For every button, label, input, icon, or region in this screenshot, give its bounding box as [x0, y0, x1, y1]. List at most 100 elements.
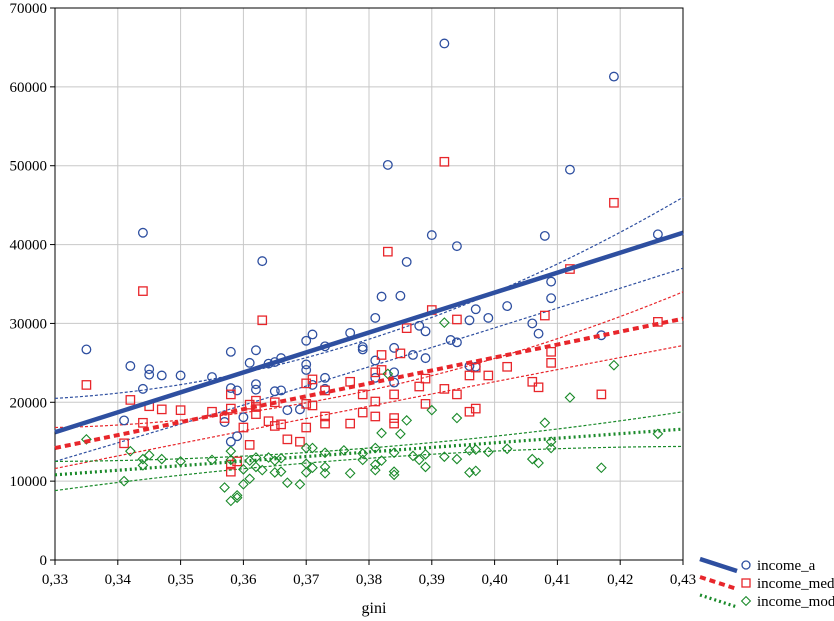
data-point-square — [225, 389, 236, 400]
y-tick-label: 20000 — [10, 395, 48, 411]
data-point-diamond — [319, 467, 331, 479]
data-point-diamond — [388, 469, 400, 481]
data-point-circle — [546, 293, 557, 304]
legend-line — [699, 556, 738, 574]
data-point-diamond — [608, 359, 620, 371]
x-axis-title: gini — [362, 600, 387, 617]
confidence-line — [54, 411, 684, 463]
data-point-square — [251, 409, 261, 419]
data-point-square — [376, 350, 387, 360]
data-point-diamond — [256, 464, 268, 476]
data-point-square — [527, 376, 538, 387]
x-tick-label: 0,33 — [42, 572, 68, 588]
data-point-circle — [276, 385, 287, 396]
legend-marker-circle — [741, 560, 751, 570]
data-point-circle — [232, 431, 243, 442]
data-point-diamond — [376, 427, 387, 439]
data-point-circle — [81, 344, 92, 355]
data-point-square — [395, 348, 406, 359]
data-point-circle — [307, 329, 318, 340]
data-points — [81, 38, 664, 507]
data-point-circle — [125, 361, 136, 371]
data-point-square — [301, 399, 312, 409]
data-point-diamond — [407, 450, 419, 462]
data-point-square — [125, 395, 136, 405]
data-point-diamond — [319, 461, 331, 473]
data-point-square — [401, 323, 412, 334]
data-point-diamond — [395, 428, 406, 440]
data-point-circle — [389, 377, 400, 388]
data-point-square — [320, 418, 330, 429]
data-point-square — [470, 362, 481, 373]
data-point-circle — [257, 256, 268, 267]
legend-line — [699, 593, 738, 609]
data-point-circle — [370, 312, 381, 323]
data-point-circle — [389, 367, 400, 378]
data-point-square — [307, 374, 318, 385]
data-point-diamond — [307, 442, 318, 454]
data-point-square — [301, 422, 312, 433]
data-point-circle — [269, 386, 280, 397]
data-point-square — [345, 418, 356, 429]
data-point-square — [464, 370, 475, 381]
data-point-square — [257, 315, 268, 326]
x-tick-label: 0,39 — [419, 572, 445, 588]
data-point-circle — [470, 304, 481, 315]
data-point-circle — [137, 383, 148, 394]
data-point-diamond — [526, 453, 538, 465]
data-point-circle — [376, 291, 387, 302]
data-point-circle — [451, 337, 462, 348]
data-point-diamond — [357, 454, 369, 466]
data-point-circle — [225, 383, 236, 394]
data-point-square — [175, 405, 186, 416]
data-point-diamond — [470, 444, 482, 455]
x-tick-label: 0,42 — [607, 572, 633, 588]
data-point-circle — [244, 357, 255, 368]
data-point-diamond — [564, 392, 576, 403]
x-tick-label: 0,35 — [167, 572, 193, 588]
data-point-diamond — [238, 478, 249, 490]
data-point-circle — [527, 318, 538, 329]
legend-label: income_a — [757, 558, 816, 574]
grid-lines — [55, 8, 683, 560]
data-point-circle — [608, 71, 619, 82]
data-point-circle — [251, 384, 261, 395]
data-point-diamond — [388, 466, 400, 478]
data-point-diamond — [275, 466, 287, 478]
data-point-square — [156, 404, 167, 415]
data-point-diamond — [413, 454, 425, 466]
data-point-circle — [445, 335, 456, 345]
data-point-diamond — [225, 445, 237, 457]
data-point-circle — [238, 412, 249, 423]
data-point-circle — [137, 227, 148, 238]
data-point-square — [596, 389, 607, 400]
data-point-circle — [539, 230, 550, 241]
data-point-circle — [301, 335, 312, 346]
data-point-square — [539, 310, 550, 321]
regression-lines — [54, 230, 684, 477]
data-point-square — [502, 361, 513, 372]
data-point-diamond — [300, 467, 312, 478]
data-point-circle — [301, 365, 312, 375]
x-tick-label: 0,41 — [544, 572, 570, 588]
data-point-circle — [357, 344, 368, 355]
data-point-square — [320, 411, 330, 422]
data-point-square — [238, 422, 249, 433]
y-tick-label: 70000 — [10, 1, 48, 17]
data-point-square — [464, 406, 475, 417]
data-point-square — [138, 417, 148, 428]
data-point-circle — [408, 350, 418, 360]
data-point-diamond — [225, 454, 237, 466]
confidence-line — [54, 344, 684, 470]
data-point-circle — [370, 372, 381, 383]
y-tick-label: 60000 — [10, 80, 48, 96]
data-point-square — [307, 400, 318, 411]
data-point-diamond — [137, 459, 149, 471]
data-point-circle — [565, 164, 575, 175]
data-point-square — [439, 384, 450, 394]
x-tick-label: 0,36 — [230, 572, 257, 588]
data-point-diamond — [307, 462, 318, 474]
data-point-circle — [652, 229, 663, 240]
data-point-square — [533, 382, 544, 393]
